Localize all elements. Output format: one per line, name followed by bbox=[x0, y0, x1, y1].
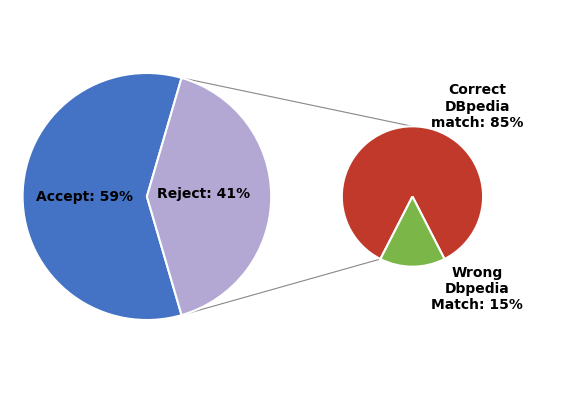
Text: Reject: 41%: Reject: 41% bbox=[157, 187, 250, 201]
Wedge shape bbox=[342, 126, 483, 259]
Text: Correct
DBpedia
match: 85%: Correct DBpedia match: 85% bbox=[431, 83, 524, 130]
Wedge shape bbox=[380, 196, 445, 267]
Wedge shape bbox=[23, 73, 181, 320]
Wedge shape bbox=[147, 78, 271, 315]
Text: Accept: 59%: Accept: 59% bbox=[36, 189, 133, 204]
Text: Wrong
Dbpedia
Match: 15%: Wrong Dbpedia Match: 15% bbox=[432, 266, 523, 312]
